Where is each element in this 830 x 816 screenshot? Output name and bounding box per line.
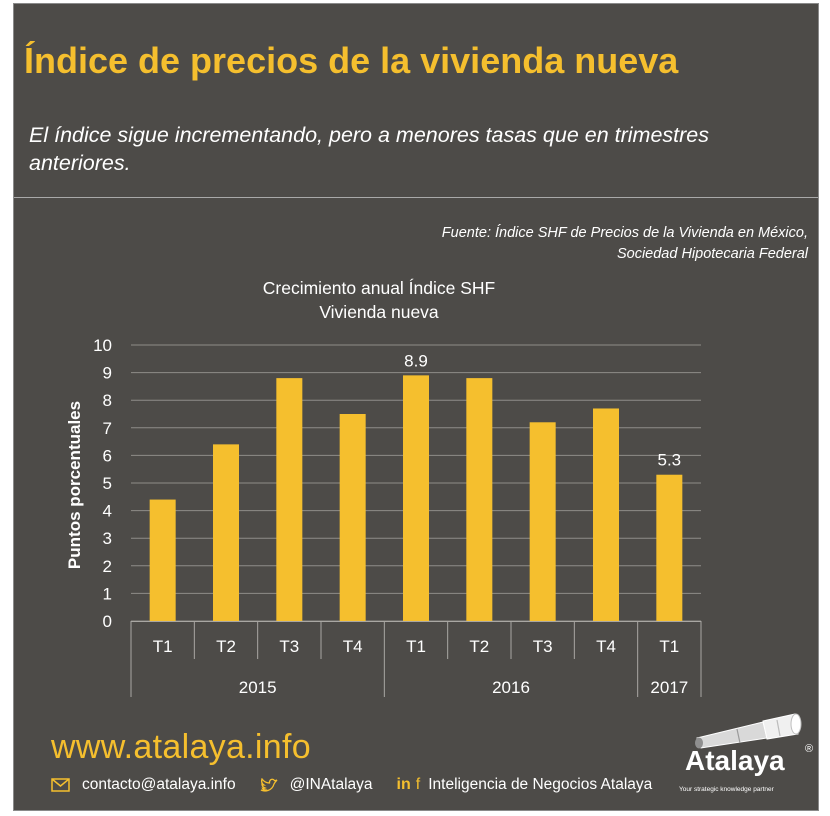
telescope-icon [695,713,802,749]
y-tick-label: 1 [103,584,112,603]
bar [529,422,556,621]
bar-chart: Crecimiento anual Índice SHF Vivienda nu… [65,278,702,697]
bar [656,474,683,621]
y-tick-label: 2 [103,557,112,576]
data-label: 8.9 [404,351,428,370]
facebook-icon[interactable]: f [415,776,421,793]
data-labels: 8.9 5.3 [404,351,681,469]
x-tick-label: T3 [279,637,299,656]
x-tick-label: T4 [343,637,363,656]
twitter-icon [260,777,278,793]
bar [339,414,366,621]
page-title: Índice de precios de la vivienda nueva [24,40,679,81]
y-tick-label: 0 [103,612,112,631]
bar [593,408,619,621]
x-tick-label: T3 [533,637,553,656]
email-icon [51,778,70,792]
source-line-2: Sociedad Hipotecaria Federal [616,246,808,262]
x-tick-label: T2 [469,637,489,656]
x-axis: T1 T2 T3 T4 T1 T2 T3 T4 T1 2015 2016 2017 [130,621,702,697]
y-tick-label: 8 [103,391,112,410]
x-tick-label: T2 [216,637,236,656]
x-group-label: 2015 [239,678,277,697]
y-tick-label: 5 [103,474,112,493]
y-tick-label: 4 [103,502,112,521]
atalaya-logo: Atalaya ® Your strategic knowledge partn… [677,712,817,800]
x-tick-label: T4 [596,637,616,656]
source-line-1: Fuente: Índice SHF de Precios de la Vivi… [441,225,808,241]
logo-tagline: Your strategic knowledge partner [679,786,774,793]
chart-title-line-2: Vivienda nueva [319,302,439,322]
x-tick-label: T1 [659,637,679,656]
y-tick-labels: 0 1 2 3 4 5 6 7 8 9 10 [93,336,112,631]
registered-mark: ® [805,743,814,755]
email-link[interactable]: contacto@atalaya.info [82,776,236,793]
y-tick-label: 10 [93,336,112,355]
y-axis-label: Puntos porcentuales [65,401,84,569]
y-tick-label: 6 [103,446,112,465]
linkedin-icon[interactable]: in [396,776,411,793]
contact-bar: contacto@atalaya.info @INAtalaya in f In… [51,776,652,794]
website-url[interactable]: www.atalaya.info [51,728,311,766]
divider [14,197,818,198]
bars [149,375,683,621]
chart-title-line-1: Crecimiento anual Índice SHF [263,278,495,298]
page-subtitle: El índice sigue incrementando, pero a me… [29,123,710,175]
bar [403,375,429,621]
x-tick-label: T1 [406,637,426,656]
data-label: 5.3 [658,451,682,470]
x-group-label: 2017 [650,678,688,697]
x-tick-label: T1 [153,637,173,656]
bar [149,499,176,621]
y-tick-label: 9 [103,364,112,383]
infographic-card: Índice de precios de la vivienda nueva E… [13,3,819,811]
bar [213,444,239,621]
bar [276,378,303,621]
twitter-handle[interactable]: @INAtalaya [289,776,373,793]
y-tick-label: 3 [103,529,112,548]
logo-wordmark: Atalaya [685,745,785,776]
bar [466,378,493,621]
company-name: Inteligencia de Negocios Atalaya [428,776,653,793]
x-group-label: 2016 [492,678,530,697]
y-tick-label: 7 [103,419,112,438]
source-note: Fuente: Índice SHF de Precios de la Vivi… [442,223,808,265]
